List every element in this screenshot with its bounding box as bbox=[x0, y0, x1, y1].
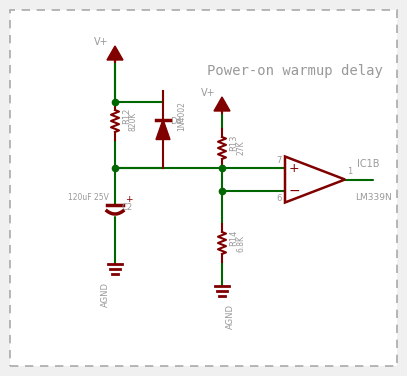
Text: 120uF 25V: 120uF 25V bbox=[68, 193, 109, 202]
Text: V+: V+ bbox=[94, 37, 109, 47]
Polygon shape bbox=[156, 120, 170, 139]
Text: AGND: AGND bbox=[226, 304, 235, 329]
Text: IC1B: IC1B bbox=[357, 159, 379, 169]
Text: R13: R13 bbox=[229, 135, 238, 151]
Text: LM339N: LM339N bbox=[355, 193, 392, 202]
FancyBboxPatch shape bbox=[10, 10, 397, 366]
Text: R14: R14 bbox=[229, 230, 238, 246]
Text: 6: 6 bbox=[277, 194, 282, 203]
Text: AGND: AGND bbox=[101, 282, 110, 307]
Text: 7: 7 bbox=[277, 156, 282, 165]
Polygon shape bbox=[214, 97, 230, 111]
Polygon shape bbox=[107, 46, 123, 60]
Text: 1: 1 bbox=[347, 167, 352, 176]
Text: +: + bbox=[125, 195, 133, 204]
Text: C2: C2 bbox=[121, 203, 132, 212]
Text: Power-on warmup delay: Power-on warmup delay bbox=[207, 64, 383, 78]
Text: D4: D4 bbox=[170, 117, 182, 126]
Text: V+: V+ bbox=[201, 88, 216, 98]
Text: 27K: 27K bbox=[236, 141, 245, 155]
Text: −: − bbox=[288, 184, 300, 198]
Text: R12: R12 bbox=[122, 108, 131, 124]
Text: 6.8K: 6.8K bbox=[236, 235, 245, 252]
Text: 820K: 820K bbox=[129, 111, 138, 131]
Text: 1N4002: 1N4002 bbox=[177, 101, 186, 131]
Text: +: + bbox=[289, 162, 299, 174]
